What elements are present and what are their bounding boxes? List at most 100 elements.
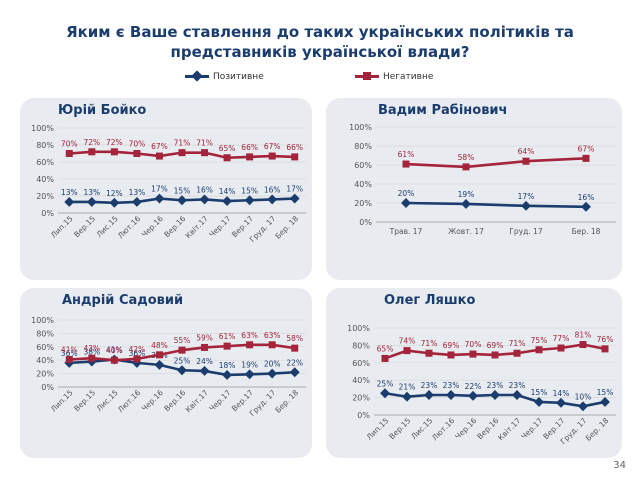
data-label-positive: 41% bbox=[106, 346, 123, 355]
point-negative bbox=[201, 343, 209, 351]
data-label-positive: 13% bbox=[61, 188, 78, 197]
point-negative bbox=[522, 157, 530, 165]
legend-negative-label: Негативне bbox=[383, 72, 434, 82]
data-label-positive: 13% bbox=[83, 188, 100, 197]
point-positive bbox=[289, 193, 300, 204]
y-tick-label: 20% bbox=[36, 370, 54, 379]
legend-positive: Позитивне bbox=[185, 70, 264, 86]
point-negative bbox=[462, 163, 470, 171]
point-positive bbox=[86, 197, 97, 207]
point-positive bbox=[424, 390, 434, 400]
series-line-negative bbox=[405, 157, 587, 169]
data-label-negative: 77% bbox=[553, 334, 570, 343]
y-tick-label: 40% bbox=[352, 376, 370, 385]
data-label-negative: 61% bbox=[398, 150, 415, 159]
data-label-positive: 17% bbox=[518, 192, 535, 201]
data-label-negative: 70% bbox=[129, 140, 146, 149]
data-label-negative: 63% bbox=[241, 331, 258, 340]
data-label-negative: 58% bbox=[286, 334, 303, 343]
data-label-positive: 36% bbox=[129, 349, 146, 358]
point-positive bbox=[521, 200, 531, 211]
point-positive bbox=[401, 198, 411, 208]
data-label-positive: 36% bbox=[61, 349, 78, 358]
data-label-positive: 20% bbox=[264, 360, 281, 369]
point-negative bbox=[381, 354, 389, 362]
point-positive bbox=[154, 193, 165, 204]
point-negative bbox=[579, 341, 587, 349]
data-label-positive: 12% bbox=[106, 189, 123, 198]
legend-negative: Негативне bbox=[355, 72, 433, 86]
point-positive bbox=[490, 390, 500, 400]
series-line-positive bbox=[405, 201, 587, 209]
y-tick-label: 0% bbox=[359, 218, 372, 227]
data-label-positive: 16% bbox=[264, 185, 281, 194]
point-positive bbox=[199, 365, 210, 376]
point-positive bbox=[556, 397, 566, 408]
y-tick-label: 60% bbox=[352, 359, 370, 368]
chart-sadovyi: 0%20%40%60%80%100%Лип.15Вер.15Лис.15Лют.… bbox=[31, 316, 306, 418]
point-positive bbox=[468, 390, 478, 401]
x-tick-label: Бер. 18 bbox=[273, 388, 300, 415]
point-negative bbox=[402, 160, 410, 168]
x-tick-label: Лют.16 bbox=[116, 214, 143, 241]
point-negative bbox=[291, 344, 299, 352]
point-negative bbox=[133, 355, 141, 363]
point-negative bbox=[513, 349, 521, 357]
point-positive bbox=[154, 359, 165, 370]
point-negative bbox=[110, 356, 118, 364]
point-negative bbox=[469, 350, 477, 358]
point-positive bbox=[244, 195, 255, 206]
y-tick-label: 20% bbox=[352, 394, 370, 403]
data-label-positive: 38% bbox=[83, 348, 100, 357]
data-label-negative: 64% bbox=[518, 147, 535, 156]
point-negative bbox=[110, 148, 118, 156]
y-tick-label: 80% bbox=[352, 341, 370, 350]
chart-title-sadovyi: Андрій Садовий bbox=[62, 293, 184, 308]
data-label-negative: 63% bbox=[264, 331, 281, 340]
data-label-positive: 15% bbox=[531, 388, 548, 397]
y-tick-label: 40% bbox=[354, 180, 372, 189]
x-tick-label: Квіт.17 bbox=[496, 416, 522, 442]
x-tick-label: Чер.17 bbox=[207, 214, 232, 239]
data-label-negative: 71% bbox=[174, 139, 191, 148]
data-label-negative: 41% bbox=[61, 346, 78, 355]
x-tick-label: Жовт. 17 bbox=[448, 227, 484, 236]
data-label-positive: 18% bbox=[219, 361, 236, 370]
legend-negative-swatch bbox=[355, 72, 379, 80]
data-label-negative: 71% bbox=[421, 339, 438, 348]
data-label-negative: 67% bbox=[264, 142, 281, 151]
legend-positive-swatch bbox=[185, 70, 209, 82]
x-tick-label: Квіт.17 bbox=[184, 214, 210, 240]
data-label-positive: 15% bbox=[241, 186, 258, 195]
data-label-negative: 72% bbox=[83, 138, 100, 147]
y-tick-label: 40% bbox=[36, 175, 54, 184]
panel-rabinovych bbox=[326, 98, 622, 280]
data-label-negative: 69% bbox=[443, 341, 460, 350]
data-label-positive: 23% bbox=[487, 381, 504, 390]
y-tick-label: 100% bbox=[347, 324, 370, 333]
x-tick-label: Вер.15 bbox=[72, 214, 97, 239]
data-label-positive: 25% bbox=[377, 379, 394, 388]
chart-liashko: 0%20%40%60%80%100%Лип.15Вер.15Лис.15Лют.… bbox=[347, 324, 616, 446]
point-positive bbox=[446, 390, 456, 400]
data-label-positive: 23% bbox=[509, 381, 526, 390]
y-tick-label: 100% bbox=[349, 123, 372, 132]
point-negative bbox=[601, 345, 609, 353]
data-label-negative: 65% bbox=[377, 344, 394, 353]
point-positive bbox=[461, 199, 471, 209]
point-positive bbox=[534, 397, 544, 407]
chart-title-boyko: Юрій Бойко bbox=[58, 103, 147, 118]
y-tick-label: 100% bbox=[31, 316, 54, 325]
data-label-positive: 10% bbox=[575, 392, 592, 401]
point-negative bbox=[246, 341, 254, 349]
data-label-positive: 17% bbox=[286, 185, 303, 194]
data-label-negative: 71% bbox=[509, 339, 526, 348]
data-label-negative: 81% bbox=[575, 331, 592, 340]
data-label-negative: 61% bbox=[219, 332, 236, 341]
data-label-positive: 15% bbox=[597, 388, 614, 397]
point-positive bbox=[289, 367, 300, 378]
point-negative bbox=[223, 342, 231, 350]
point-negative bbox=[88, 148, 96, 156]
x-tick-label: Бер. 18 bbox=[572, 227, 601, 236]
point-positive bbox=[177, 195, 187, 206]
